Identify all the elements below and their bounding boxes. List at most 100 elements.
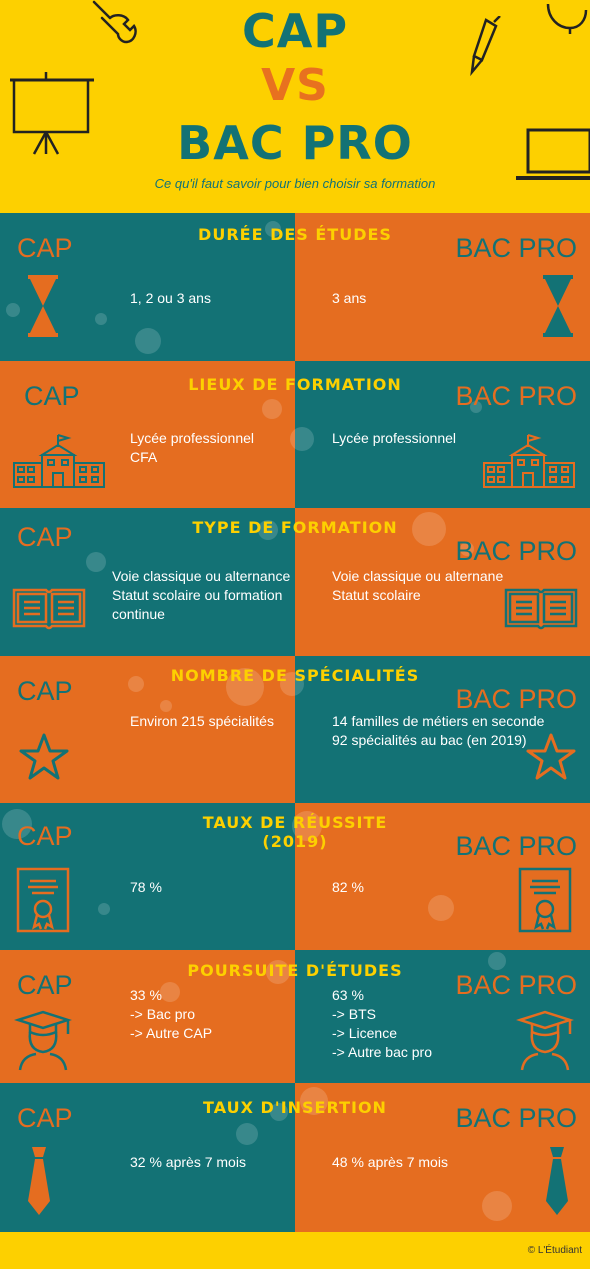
bac-panel xyxy=(295,213,590,361)
bac-text-line: Statut scolaire xyxy=(332,587,421,603)
hourglass-icon xyxy=(543,275,573,337)
bac-text-line: -> Autre bac pro xyxy=(332,1044,433,1060)
footer xyxy=(0,1232,590,1269)
cap-text: Voie classique ou alternance Statut scol… xyxy=(112,567,292,624)
title-vs: VS xyxy=(261,60,329,111)
cap-text-line: 32 % après 7 mois xyxy=(130,1154,246,1170)
star-icon xyxy=(19,733,69,780)
cap-text-line: Statut scolaire ou formation continue xyxy=(112,587,283,622)
cap-label: CAP xyxy=(17,233,73,263)
section-title-text: TAUX DE RÉUSSITE (2019) xyxy=(202,813,388,851)
section-lieux: LIEUX DE FORMATION CAP BAC PRO Lycée pro… xyxy=(0,361,590,508)
bac-text: 14 familles de métiers en seconde 92 spé… xyxy=(332,712,582,750)
bac-text-line: -> Licence xyxy=(332,1025,397,1041)
bac-text-line: 92 spécialités au bac (en 2019) xyxy=(332,732,527,748)
bac-text-line: Voie classique ou alternane xyxy=(332,568,504,584)
cap-text-line: -> Bac pro xyxy=(130,1006,195,1022)
copyright: © L'Étudiant xyxy=(527,1245,582,1256)
cap-panel xyxy=(0,950,295,1083)
bac-text: 3 ans xyxy=(332,289,582,308)
section-title: DURÉE DES ÉTUDES xyxy=(198,225,392,244)
cap-text-line: -> Autre CAP xyxy=(130,1025,213,1041)
bac-text-line: 3 ans xyxy=(332,290,367,306)
necktie-icon xyxy=(546,1147,568,1215)
bac-text: Lycée professionnel xyxy=(332,429,582,448)
presentation-board-icon xyxy=(10,72,94,155)
star-icon xyxy=(526,733,576,780)
cap-text-line: 33 % xyxy=(130,987,162,1003)
bac-pro-label: BAC PRO xyxy=(455,684,577,714)
cap-text: Lycée professionnel CFA xyxy=(130,429,295,467)
section-title: TAUX D'INSERTION xyxy=(203,1098,387,1117)
section-reussite: TAUX DE RÉUSSITE (2019) CAP BAC PRO 78 %… xyxy=(0,803,590,950)
hourglass-icon xyxy=(28,275,58,337)
bac-text-line: 48 % après 7 mois xyxy=(332,1154,448,1170)
bac-text-line: 14 familles de métiers en seconde xyxy=(332,713,545,729)
globe-icon xyxy=(546,3,588,34)
cap-text-line: Lycée professionnel xyxy=(130,430,255,446)
cap-text: 33 % -> Bac pro -> Autre CAP xyxy=(130,986,295,1043)
bac-text: 82 % xyxy=(332,878,582,897)
diploma-icon xyxy=(518,867,572,933)
cap-label: CAP xyxy=(24,381,80,411)
section-specialites: NOMBRE DE SPÉCIALITÉS CAP BAC PRO Enviro… xyxy=(0,656,590,803)
school-building-icon xyxy=(13,434,105,488)
cap-text-line: CFA xyxy=(130,449,158,465)
cap-text: 78 % xyxy=(130,878,295,897)
section-duree: DURÉE DES ÉTUDES CAP BAC PRO 1, 2 ou 3 a… xyxy=(0,213,590,361)
cap-panel xyxy=(0,508,295,656)
cap-text-line: 1, 2 ou 3 ans xyxy=(130,290,211,306)
school-building-icon xyxy=(483,434,575,488)
cap-text-line: Environ 215 spécialités xyxy=(130,713,274,729)
section-title: POURSUITE D'ÉTUDES xyxy=(187,961,403,980)
cap-label: CAP xyxy=(17,676,73,706)
bac-pro-label: BAC PRO xyxy=(455,233,577,263)
subtitle: Ce qu'il faut savoir pour bien choisir s… xyxy=(154,176,436,191)
open-book-icon xyxy=(12,588,86,630)
diploma-icon xyxy=(16,867,70,933)
cap-label: CAP xyxy=(17,821,73,851)
section-poursuite: POURSUITE D'ÉTUDES CAP BAC PRO 33 % -> B… xyxy=(0,950,590,1083)
cap-text-line: Voie classique ou alternance xyxy=(112,568,291,584)
bac-pro-label: BAC PRO xyxy=(455,1103,577,1133)
section-title: NOMBRE DE SPÉCIALITÉS xyxy=(170,666,420,685)
bac-text: 48 % après 7 mois xyxy=(332,1153,582,1172)
bac-panel xyxy=(295,656,590,803)
bac-text: Voie classique ou alternane Statut scola… xyxy=(332,567,582,605)
open-book-icon xyxy=(504,588,578,630)
section-title: TAUX DE RÉUSSITE (2019) xyxy=(0,813,590,851)
section-title: TYPE DE FORMATION xyxy=(192,518,398,537)
bac-text-line: -> BTS xyxy=(332,1006,376,1022)
laptop-icon xyxy=(516,128,590,180)
graduate-icon xyxy=(14,1010,72,1071)
cap-panel xyxy=(0,361,295,508)
bac-pro-label: BAC PRO xyxy=(455,381,577,411)
section-insertion: TAUX D'INSERTION CAP BAC PRO 32 % après … xyxy=(0,1083,590,1232)
bac-panel xyxy=(295,950,590,1083)
section-type: TYPE DE FORMATION CAP BAC PRO Voie class… xyxy=(0,508,590,656)
bac-panel xyxy=(295,508,590,656)
bac-pro-label: BAC PRO xyxy=(455,970,577,1000)
bac-pro-label: BAC PRO xyxy=(455,536,577,566)
bac-panel xyxy=(295,361,590,508)
cap-panel xyxy=(0,656,295,803)
bac-panel xyxy=(295,1083,590,1232)
bac-text-line: 63 % xyxy=(332,987,364,1003)
necktie-icon xyxy=(28,1147,50,1215)
section-title: LIEUX DE FORMATION xyxy=(188,375,402,394)
cap-text: 1, 2 ou 3 ans xyxy=(130,289,295,308)
graduate-icon xyxy=(516,1010,574,1071)
pen-icon xyxy=(470,16,501,77)
cap-panel xyxy=(0,1083,295,1232)
cap-label: CAP xyxy=(17,1103,73,1133)
cap-label: CAP xyxy=(17,970,73,1000)
bac-text: 63 % -> BTS -> Licence -> Autre bac pro xyxy=(332,986,582,1062)
bac-pro-label: BAC PRO xyxy=(455,831,577,861)
wrench-icon xyxy=(92,0,137,44)
cap-text: 32 % après 7 mois xyxy=(130,1153,295,1172)
bac-text-line: 82 % xyxy=(332,879,364,895)
title-bac-pro: BAC PRO xyxy=(177,116,413,170)
cap-label: CAP xyxy=(17,522,73,552)
cap-text: Environ 215 spécialités xyxy=(130,712,295,731)
bac-text-line: Lycée professionnel xyxy=(332,430,457,446)
